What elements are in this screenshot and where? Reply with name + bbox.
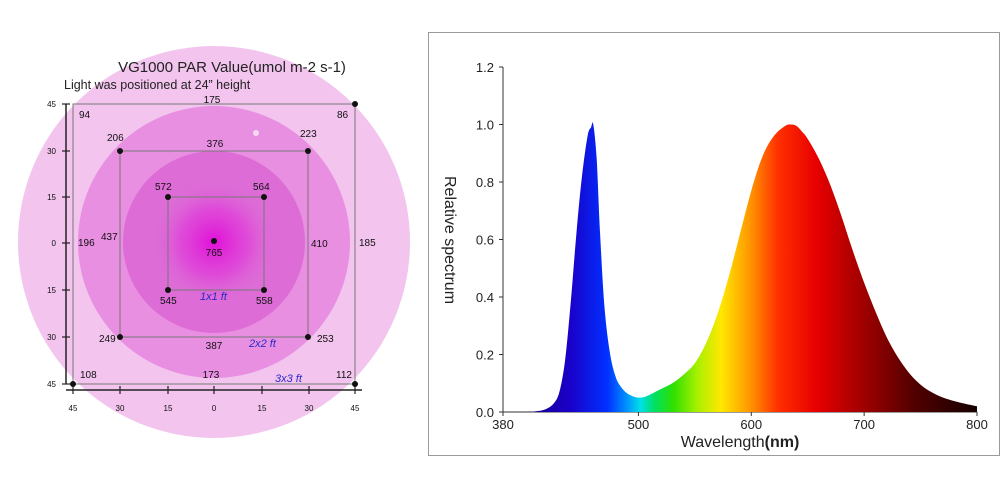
value-3x3-bottom-right: 112 bbox=[336, 370, 352, 381]
measure-point bbox=[261, 287, 267, 293]
spectrum-x-tick-label: 600 bbox=[740, 417, 762, 432]
spectrum-xlabel: Wavelength(nm) bbox=[681, 434, 800, 451]
reflection-highlight bbox=[253, 130, 259, 136]
measure-point bbox=[70, 381, 76, 387]
value-3x3-bottom-left: 108 bbox=[80, 370, 97, 381]
value-3x3-left: 196 bbox=[78, 238, 95, 249]
measure-point bbox=[117, 334, 123, 340]
xlabel-text: Wavelength bbox=[681, 434, 765, 451]
value-2x2-bottom-right: 253 bbox=[317, 334, 334, 345]
center-point bbox=[211, 238, 217, 244]
par-title: VG1000 PAR Value(umol m-2 s-1) bbox=[118, 59, 346, 76]
spectrum-y-tick-label: 0.4 bbox=[476, 290, 494, 305]
spectrum-ylabel: Relative spectrum bbox=[441, 176, 458, 304]
label-2x2ft: 2x2 ft bbox=[248, 338, 277, 350]
square-2x2ft bbox=[119, 150, 309, 338]
square-3x3ft bbox=[72, 103, 356, 385]
value-1x1-bottom-right: 558 bbox=[256, 296, 273, 307]
spectrum-x-tick-label: 380 bbox=[492, 417, 514, 432]
par-x-tick-label: 30 bbox=[116, 404, 125, 413]
par-y-tick-label: 0 bbox=[52, 239, 57, 248]
par-x-tick-label: 15 bbox=[258, 404, 267, 413]
value-2x2-right: 410 bbox=[311, 239, 328, 250]
value-3x3-bottom: 173 bbox=[203, 370, 220, 381]
spectrum-x-tick-label: 700 bbox=[853, 417, 875, 432]
value-3x3-top: 175 bbox=[204, 95, 221, 106]
measure-point bbox=[352, 101, 358, 107]
par-value-map: VG1000 PAR Value(umol m-2 s-1) Light was… bbox=[18, 46, 410, 438]
par-y-tick-label: 45 bbox=[47, 100, 56, 109]
xlabel-unit: (nm) bbox=[765, 434, 800, 451]
spectrum-y-tick-label: 0.6 bbox=[476, 233, 494, 248]
measure-point bbox=[165, 287, 171, 293]
value-1x1-top-right: 564 bbox=[253, 182, 270, 193]
value-3x3-right: 185 bbox=[359, 238, 376, 249]
measure-point bbox=[165, 194, 171, 200]
value-center: 765 bbox=[206, 248, 223, 259]
par-y-tick-label: 30 bbox=[47, 333, 56, 342]
measure-point bbox=[305, 334, 311, 340]
par-subtitle: Light was positioned at 24” height bbox=[64, 78, 251, 92]
value-2x2-bottom-left: 249 bbox=[99, 334, 116, 345]
par-x-tick-label: 0 bbox=[212, 404, 217, 413]
label-1x1ft: 1x1 ft bbox=[200, 291, 228, 303]
square-1x1ft bbox=[167, 196, 265, 291]
spectrum-x-tick-label: 500 bbox=[628, 417, 650, 432]
value-2x2-top-right: 223 bbox=[300, 129, 317, 140]
value-3x3-top-left: 94 bbox=[79, 110, 91, 121]
value-2x2-left: 437 bbox=[101, 232, 118, 243]
par-y-tick-label: 30 bbox=[47, 147, 56, 156]
measure-point bbox=[352, 381, 358, 387]
label-3x3ft: 3x3 ft bbox=[275, 373, 303, 385]
par-x-tick-label: 30 bbox=[305, 404, 314, 413]
value-2x2-bottom: 387 bbox=[206, 341, 223, 352]
par-y-tick-label: 15 bbox=[47, 286, 56, 295]
spectrum-y-tick-label: 1.0 bbox=[476, 118, 494, 133]
spectrum-y-tick-label: 0.8 bbox=[476, 175, 494, 190]
value-2x2-top-left: 206 bbox=[107, 133, 124, 144]
spectrum-y-tick-label: 0.2 bbox=[476, 348, 494, 363]
par-y-tick-label: 15 bbox=[47, 193, 56, 202]
value-2x2-top: 376 bbox=[207, 139, 224, 150]
spectrum-y-tick-label: 1.2 bbox=[476, 60, 494, 75]
measure-point bbox=[117, 148, 123, 154]
value-3x3-top-right: 86 bbox=[337, 110, 349, 121]
spectrum-chart: 0.0 0.2 0.4 0.6 0.8 1.0 1.2 380 500 600 700 800 Re… bbox=[428, 32, 1000, 456]
par-x-tick-label: 45 bbox=[351, 404, 360, 413]
spectrum-area bbox=[503, 122, 977, 412]
par-y-tick-label: 45 bbox=[47, 380, 56, 389]
spectrum-y-tick-label: 0.0 bbox=[476, 405, 494, 420]
measure-point bbox=[261, 194, 267, 200]
spectrum-x-tick-label: 800 bbox=[966, 417, 988, 432]
par-x-tick-label: 15 bbox=[164, 404, 173, 413]
measure-point bbox=[305, 148, 311, 154]
value-1x1-bottom-left: 545 bbox=[160, 296, 177, 307]
value-1x1-top-left: 572 bbox=[155, 182, 172, 193]
par-x-tick-label: 45 bbox=[69, 404, 78, 413]
